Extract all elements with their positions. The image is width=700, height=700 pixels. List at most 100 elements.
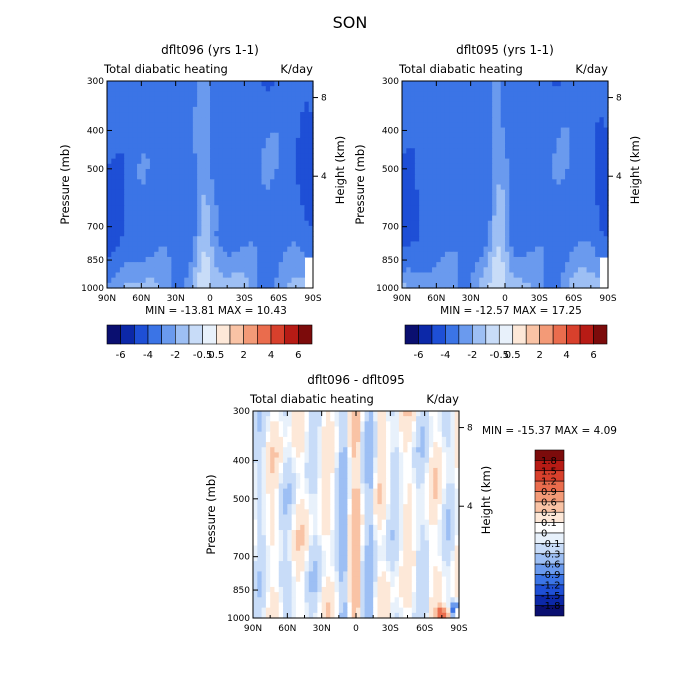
heatmap-cell bbox=[522, 163, 528, 170]
heatmap-cell bbox=[347, 436, 353, 443]
heatmap-cell bbox=[257, 421, 263, 428]
heatmap-cell bbox=[530, 168, 536, 175]
heatmap-cell bbox=[179, 231, 185, 237]
heatmap-cell bbox=[214, 251, 220, 258]
heatmap-cell bbox=[205, 277, 211, 284]
heatmap-cell bbox=[522, 112, 528, 118]
heatmap-cell bbox=[423, 236, 429, 243]
heatmap-cell bbox=[565, 127, 570, 134]
heatmap-cell bbox=[265, 210, 271, 217]
heatmap-cell bbox=[137, 262, 142, 268]
heatmap-cell bbox=[179, 81, 185, 87]
heatmap-cell bbox=[427, 236, 433, 243]
heatmap-cell bbox=[595, 148, 601, 155]
heatmap-cell bbox=[197, 127, 203, 134]
heatmap-cell bbox=[410, 117, 416, 123]
heatmap-cell bbox=[137, 81, 142, 87]
heatmap-cell bbox=[427, 277, 433, 284]
heatmap-cell bbox=[436, 148, 442, 155]
heatmap-cell bbox=[291, 189, 297, 196]
heatmap-cell bbox=[107, 158, 112, 165]
heatmap-cell bbox=[565, 282, 570, 289]
heatmap-cell bbox=[466, 262, 472, 268]
heatmap-cell bbox=[552, 96, 558, 103]
heatmap-cell bbox=[192, 251, 198, 258]
heatmap-cell bbox=[513, 272, 519, 279]
heatmap-cell bbox=[599, 132, 605, 139]
heatmap-cell bbox=[158, 215, 164, 222]
heatmap-cell bbox=[402, 153, 407, 160]
heatmap-cell bbox=[197, 86, 203, 92]
heatmap-cell bbox=[535, 137, 540, 144]
heatmap-cell bbox=[240, 225, 245, 232]
colorbar-tick-label: 4 bbox=[268, 350, 274, 361]
heatmap-cell bbox=[403, 452, 409, 459]
heatmap-cell bbox=[188, 168, 194, 175]
heatmap-cell bbox=[505, 117, 510, 123]
heatmap-cell bbox=[313, 488, 318, 495]
heatmap-cell bbox=[317, 473, 323, 479]
heatmap-cell bbox=[171, 220, 177, 227]
heatmap-cell bbox=[603, 132, 609, 139]
heatmap-cell bbox=[252, 101, 258, 108]
heatmap-cell bbox=[410, 184, 416, 191]
heatmap-cell bbox=[210, 132, 215, 139]
heatmap-cell bbox=[300, 256, 306, 263]
heatmap-cell bbox=[201, 277, 207, 284]
heatmap-cell bbox=[556, 277, 562, 284]
heatmap-cell bbox=[210, 86, 215, 92]
heatmap-cell bbox=[432, 205, 437, 211]
heatmap-cell bbox=[462, 262, 467, 268]
x-tick-label: 60S bbox=[270, 294, 287, 304]
heatmap-cell bbox=[321, 514, 327, 521]
heatmap-cell bbox=[446, 447, 452, 453]
heatmap-cell bbox=[509, 225, 515, 232]
heatmap-cell bbox=[517, 153, 523, 160]
heatmap-cell bbox=[560, 189, 566, 196]
heatmap-cell bbox=[274, 236, 280, 243]
heatmap-cell bbox=[522, 153, 528, 160]
heatmap-cell bbox=[338, 436, 344, 443]
heatmap-cell bbox=[235, 251, 241, 258]
heatmap-cell bbox=[526, 148, 532, 155]
heatmap-cell bbox=[595, 272, 601, 279]
heatmap-cell bbox=[265, 447, 271, 453]
heatmap-cell bbox=[218, 194, 224, 201]
heatmap-cell bbox=[411, 421, 417, 428]
heatmap-cell bbox=[171, 272, 177, 279]
heatmap-cell bbox=[192, 220, 198, 227]
heatmap-cell bbox=[552, 205, 558, 211]
heatmap-cell bbox=[270, 256, 275, 263]
heatmap-cell bbox=[240, 251, 245, 258]
x-tick-label: 90N bbox=[98, 294, 116, 304]
heatmap-cell bbox=[179, 225, 185, 232]
heatmap-cell bbox=[603, 117, 609, 123]
heatmap-cell bbox=[330, 442, 336, 448]
heatmap-cell bbox=[154, 127, 160, 134]
heatmap-cell bbox=[573, 117, 579, 123]
heatmap-cell bbox=[406, 179, 412, 186]
heatmap-cell bbox=[402, 277, 407, 284]
heatmap-cell bbox=[410, 246, 416, 253]
heatmap-cell bbox=[577, 262, 583, 268]
heatmap-cell bbox=[368, 509, 374, 516]
heatmap-cell bbox=[184, 168, 190, 175]
heatmap-cell bbox=[154, 117, 160, 123]
heatmap-cell bbox=[505, 122, 510, 129]
heatmap-cell bbox=[517, 256, 523, 263]
heatmap-cell bbox=[466, 81, 472, 87]
heatmap-cell bbox=[119, 91, 125, 98]
heatmap-cell bbox=[423, 241, 429, 248]
heatmap-cell bbox=[526, 251, 532, 258]
heatmap-cell bbox=[487, 96, 493, 103]
heatmap-cell bbox=[282, 81, 288, 87]
heatmap-cell bbox=[526, 267, 532, 274]
heatmap-cell bbox=[483, 91, 489, 98]
heatmap-cell bbox=[432, 137, 437, 144]
heatmap-cell bbox=[295, 267, 301, 274]
heatmap-cell bbox=[441, 426, 447, 433]
heatmap-cell bbox=[145, 194, 151, 201]
heatmap-cell bbox=[197, 215, 203, 222]
heatmap-cell bbox=[145, 189, 151, 196]
heatmap-cell bbox=[483, 117, 489, 123]
